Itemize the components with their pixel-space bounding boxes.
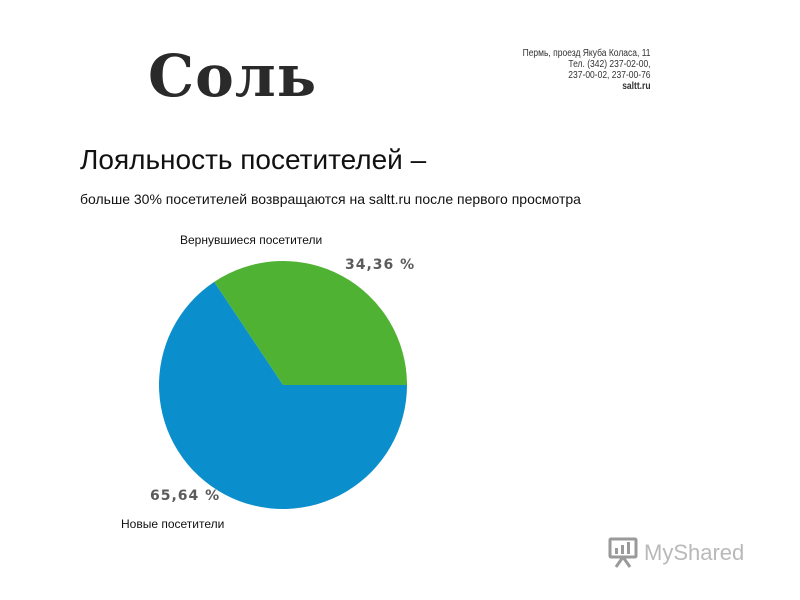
contact-phone: Тел. (342) 237-02-00,	[568, 59, 651, 70]
contact-block: Пермь, проезд Якуба Коласа, 11 Тел. (342…	[523, 48, 651, 92]
pie-slice-new	[159, 281, 407, 509]
slice-value-returning: 34,36 %	[345, 257, 415, 273]
watermark: MyShared	[606, 536, 744, 570]
slice-label-returning: Вернувшиеся посетители	[180, 233, 322, 247]
watermark-text: MyShared	[644, 540, 745, 565]
presentation-board-icon	[608, 537, 638, 568]
slide-title: Лояльность посетителей –	[80, 144, 427, 175]
slice-value-new: 65,64 %	[150, 488, 220, 504]
pie-slices	[159, 261, 407, 509]
contact-website: saltt.ru	[622, 81, 651, 92]
pie-slice-returning	[214, 261, 407, 385]
slice-label-new: Новые посетители	[121, 517, 224, 531]
slide-subtitle: больше 30% посетителей возвращаются на s…	[80, 191, 581, 207]
brand-logo: Соль	[148, 42, 318, 110]
contact-address: Пермь, проезд Якуба Коласа, 11	[523, 48, 651, 59]
contact-phone-extra: 237-00-02, 237-00-76	[568, 70, 651, 81]
